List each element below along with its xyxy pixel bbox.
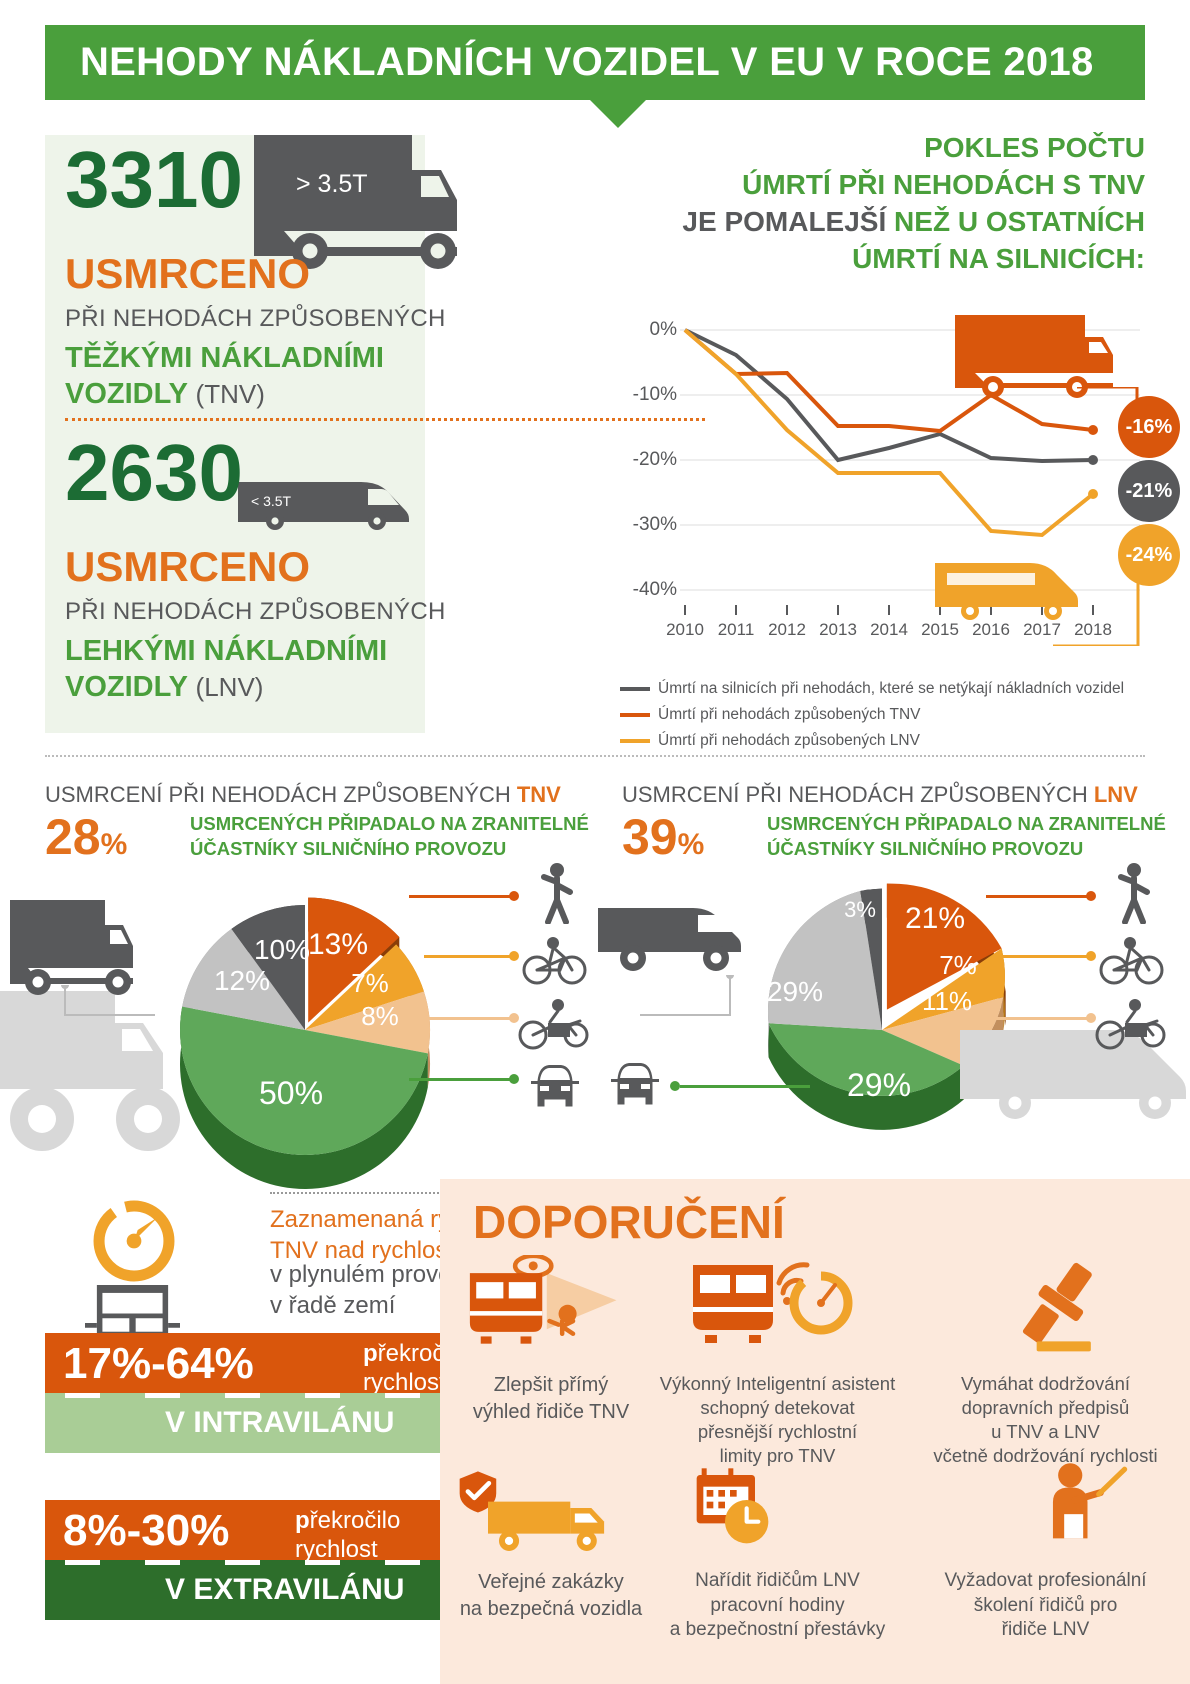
svg-text:0%: 0% [650, 319, 678, 340]
svg-text:50%: 50% [259, 1075, 323, 1111]
svg-text:7%: 7% [351, 968, 389, 998]
svg-text:13%: 13% [308, 928, 368, 961]
svg-text:3%: 3% [844, 897, 876, 922]
svg-text:-20%: -20% [633, 449, 677, 470]
svg-text:> 3.5T: > 3.5T [296, 170, 368, 198]
svg-text:2010: 2010 [666, 620, 704, 639]
svg-text:10%: 10% [254, 934, 310, 965]
svg-text:21%: 21% [905, 902, 965, 935]
svg-text:2015: 2015 [921, 620, 959, 639]
svg-text:< 3.5T: < 3.5T [251, 493, 292, 509]
svg-text:2011: 2011 [718, 620, 755, 639]
svg-text:2012: 2012 [768, 620, 806, 639]
svg-text:2014: 2014 [870, 620, 908, 639]
svg-text:29%: 29% [847, 1067, 911, 1103]
svg-text:-40%: -40% [633, 579, 677, 600]
svg-text:2013: 2013 [819, 620, 857, 639]
svg-text:11%: 11% [922, 986, 972, 1016]
svg-text:2016: 2016 [972, 620, 1010, 639]
svg-text:12%: 12% [214, 965, 270, 996]
svg-text:29%: 29% [767, 976, 823, 1007]
svg-text:7%: 7% [939, 950, 977, 980]
svg-text:8%: 8% [361, 1001, 399, 1031]
svg-text:-30%: -30% [633, 514, 677, 535]
svg-text:-10%: -10% [633, 384, 677, 405]
